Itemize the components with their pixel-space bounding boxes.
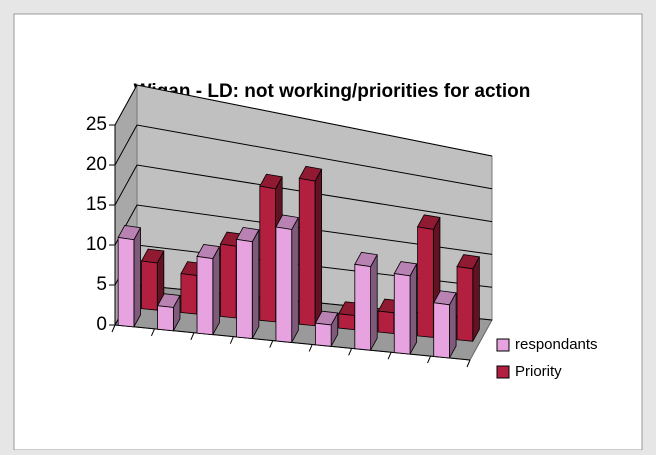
bar-front [259,185,276,323]
y-tick-label: 0 [96,314,107,335]
bar-front [298,177,316,327]
bar [196,243,221,336]
y-tick-label: 15 [86,194,107,215]
bar [275,214,299,343]
bar-side [370,254,378,351]
bar-front [417,226,434,338]
y-tick-label: 10 [86,234,107,255]
bar-front [314,322,332,347]
legend-swatch [496,365,510,379]
bar-front [338,313,355,331]
bar-front [219,243,237,319]
bar-side [251,229,260,339]
x-axis [114,324,471,361]
bar-side [409,263,418,355]
y-tick-label: 20 [86,154,107,175]
bar-front [180,273,198,315]
bar-side [212,246,220,335]
x-tick [150,328,155,337]
y-tick-label: 5 [96,274,107,295]
bar-front [433,302,450,359]
bar [456,254,481,342]
x-tick [427,355,432,364]
bar-front [117,236,135,328]
y-tick-label: 25 [86,114,107,135]
bar-front [157,305,174,332]
bar [298,165,323,327]
legend-swatch [496,338,510,352]
x-tick [190,332,195,340]
x-tick [111,324,116,333]
x-tick [466,359,471,368]
grid-line [114,124,493,190]
grid-line [114,84,493,157]
bar-front [456,266,474,342]
bar [235,226,260,339]
legend-label: respondants [515,336,598,353]
bar [433,290,457,359]
bar-side [133,227,141,328]
bar [314,310,339,347]
bar [354,251,378,351]
bar-side [314,168,323,326]
x-tick [308,344,313,352]
chart-title: Wigan - LD: not working/priorities for a… [134,81,531,102]
x-tick [229,336,234,344]
bar [140,248,165,311]
bar-front [393,273,411,355]
bar-front [141,260,158,311]
bar [156,293,181,332]
bar [393,261,418,355]
bar-side [472,256,480,342]
legend-label: Priority [515,363,562,380]
grid-line [114,164,493,223]
bar-front [275,226,293,343]
x-tick [269,340,274,348]
bar-front [196,255,214,336]
bar-front [236,238,253,339]
bar-front [377,310,395,334]
bar-side [291,217,299,343]
bar [117,225,142,328]
bar-front [354,263,372,351]
x-tick [348,348,353,356]
x-tick [387,352,392,360]
